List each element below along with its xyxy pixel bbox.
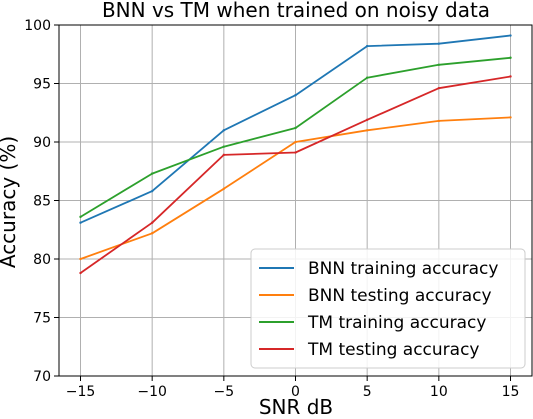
data-point bbox=[509, 116, 512, 119]
x-tick-label: 10 bbox=[430, 384, 448, 400]
legend-label: TM testing accuracy bbox=[307, 340, 480, 360]
data-point bbox=[222, 145, 226, 148]
data-point bbox=[79, 221, 82, 224]
legend-label: BNN testing accuracy bbox=[308, 286, 492, 306]
y-axis-label: Accuracy (%) bbox=[0, 136, 20, 268]
chart-title: BNN vs TM when trained on noisy data bbox=[102, 0, 490, 22]
legend-label: BNN training accuracy bbox=[308, 259, 498, 279]
y-axis-ticks: 70 75 80 85 90 95 100 bbox=[24, 18, 59, 385]
data-point bbox=[437, 42, 441, 45]
data-point bbox=[150, 172, 154, 175]
x-tick-label: −5 bbox=[214, 384, 235, 400]
data-point bbox=[150, 232, 154, 235]
x-axis-ticks: −15 −10 −5 0 5 10 15 bbox=[66, 376, 520, 400]
y-tick-label: 100 bbox=[24, 18, 51, 34]
y-tick-label: 90 bbox=[33, 135, 51, 151]
data-point bbox=[437, 86, 441, 90]
data-point bbox=[509, 56, 512, 59]
data-point bbox=[437, 63, 441, 66]
data-point bbox=[509, 75, 512, 78]
data-point bbox=[365, 118, 369, 121]
x-tick-label: 5 bbox=[363, 384, 372, 400]
data-point bbox=[294, 126, 297, 130]
data-point bbox=[365, 44, 369, 48]
data-point bbox=[79, 271, 82, 275]
x-tick-label: −15 bbox=[66, 384, 96, 400]
x-tick-label: 0 bbox=[291, 384, 300, 400]
data-point bbox=[294, 94, 297, 97]
data-point bbox=[294, 140, 297, 144]
x-axis-label: SNR dB bbox=[259, 395, 333, 419]
data-point bbox=[365, 129, 369, 132]
data-point bbox=[509, 34, 512, 37]
y-tick-label: 85 bbox=[33, 194, 51, 210]
data-point bbox=[222, 187, 226, 190]
y-tick-label: 95 bbox=[33, 77, 51, 93]
data-point bbox=[79, 257, 82, 261]
x-tick-label: −10 bbox=[137, 384, 167, 400]
data-point bbox=[365, 76, 369, 79]
x-tick-label: 15 bbox=[502, 384, 520, 400]
data-point bbox=[222, 153, 226, 157]
legend-box bbox=[250, 248, 526, 369]
data-point bbox=[294, 151, 297, 154]
data-point bbox=[222, 129, 226, 132]
y-tick-label: 80 bbox=[33, 252, 51, 268]
y-tick-label: 75 bbox=[33, 311, 51, 327]
series-lines bbox=[79, 34, 512, 275]
legend-label: TM training accuracy bbox=[307, 313, 486, 333]
data-point bbox=[150, 221, 154, 224]
data-point bbox=[150, 189, 154, 193]
legend: BNN training accuracy BNN testing accurac… bbox=[250, 248, 526, 369]
y-tick-label: 70 bbox=[33, 369, 51, 385]
data-point bbox=[437, 119, 441, 123]
data-point bbox=[79, 215, 82, 219]
